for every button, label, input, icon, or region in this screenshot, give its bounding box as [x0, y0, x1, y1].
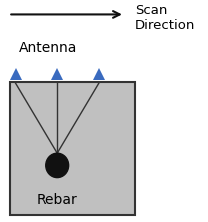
Circle shape	[46, 153, 69, 178]
Text: Rebar: Rebar	[37, 193, 78, 207]
Bar	[10, 82, 135, 215]
Text: Antenna: Antenna	[19, 41, 77, 55]
Text: Scan
Direction: Scan Direction	[135, 4, 196, 32]
